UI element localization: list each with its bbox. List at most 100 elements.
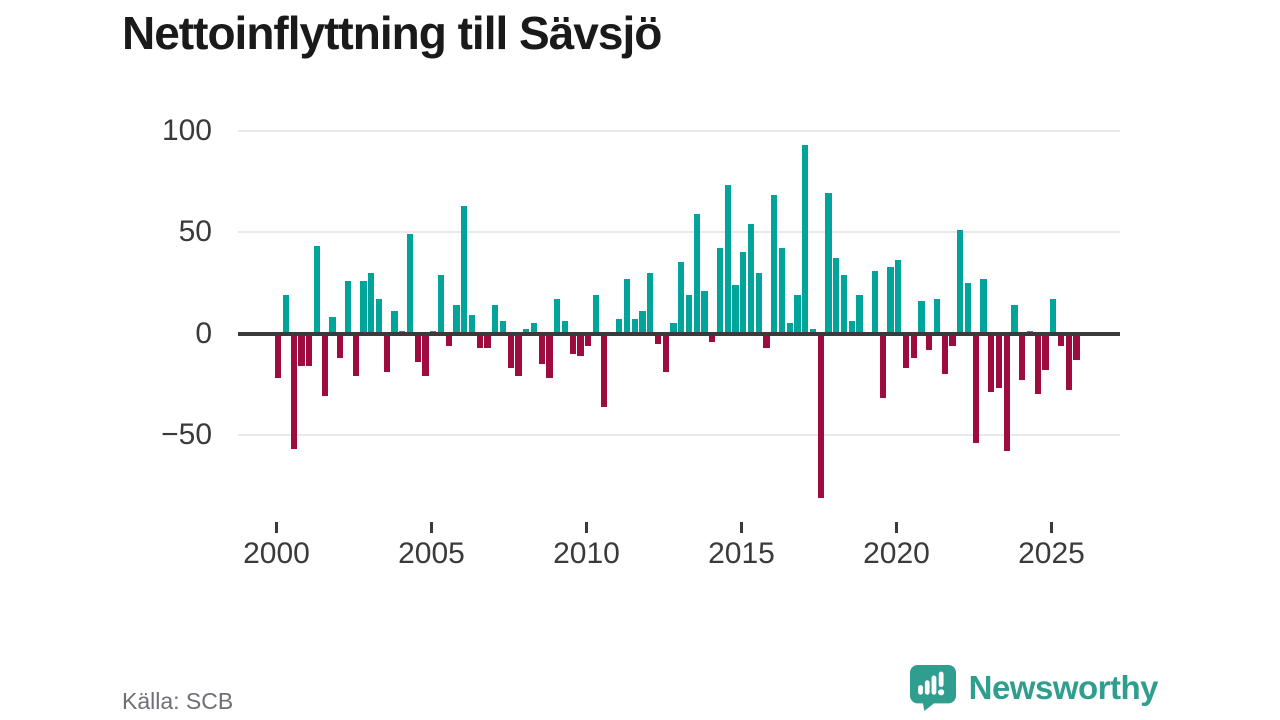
bar-2018-q2: [840, 274, 848, 334]
bar-2024-q1: [1019, 333, 1026, 381]
bar-2003-q3: [383, 333, 390, 373]
bar-2000-q3: [290, 333, 297, 450]
bar-2025-q4: [1073, 333, 1080, 360]
bar-2016-q4: [794, 294, 801, 334]
gridline-50: [238, 231, 1120, 233]
bar-2012-q1: [647, 272, 654, 334]
bar-2014-q4: [732, 284, 739, 334]
bar-2016-q1: [771, 195, 778, 334]
bar-2023-q1: [988, 333, 995, 393]
x-axis-tick-2020: [895, 522, 898, 533]
bar-2001-q2: [313, 246, 321, 334]
bar-2004-q4: [422, 333, 429, 377]
bar-2002-q1: [337, 333, 344, 358]
bar-2025-q3: [1065, 333, 1072, 391]
bar-2006-q1: [461, 205, 468, 334]
y-axis-label-50: 50: [178, 215, 212, 248]
bar-2017-q2: [809, 329, 817, 334]
bar-2022-q3: [972, 333, 979, 444]
x-axis-label-2000: 2000: [243, 537, 310, 570]
bar-2004-q3: [414, 333, 421, 362]
gridline--50: [238, 434, 1120, 436]
y-axis-label--50: −50: [161, 418, 212, 451]
newsworthy-speech-bubble-bar-chart-icon: [909, 664, 957, 711]
gridline-100: [238, 129, 1120, 132]
x-axis-label-2025: 2025: [1018, 537, 1085, 570]
bar-2014-q2: [716, 248, 724, 334]
bar-2005-q4: [453, 305, 460, 334]
bar-2022-q4: [980, 278, 987, 334]
x-axis-tick-2000: [275, 522, 278, 533]
bar-2003-q2: [375, 298, 383, 334]
bar-2013-q2: [685, 294, 693, 334]
bar-2023-q4: [1011, 305, 1018, 334]
bar-2020-q2: [902, 333, 910, 368]
bar-2013-q1: [678, 262, 685, 334]
bar-2025-q1: [1050, 298, 1057, 334]
bar-2023-q2: [995, 333, 1003, 389]
bar-2017-q1: [802, 144, 809, 334]
bar-2012-q4: [670, 323, 677, 334]
bar-2023-q3: [1003, 333, 1010, 452]
bar-2016-q2: [778, 248, 786, 334]
bar-2012-q3: [662, 333, 669, 373]
bar-2015-q2: [747, 223, 755, 334]
bar-2025-q2: [1057, 333, 1065, 346]
x-axis-label-2015: 2015: [708, 537, 775, 570]
bar-2024-q3: [1034, 333, 1041, 395]
bar-2002-q3: [352, 333, 359, 377]
bar-2019-q4: [887, 266, 894, 334]
bar-2022-q2: [964, 282, 972, 334]
bar-2011-q1: [616, 319, 623, 334]
bar-2021-q4: [949, 333, 956, 346]
x-axis-label-2020: 2020: [863, 537, 930, 570]
bar-2020-q4: [918, 301, 925, 334]
bar-2012-q2: [654, 333, 662, 344]
bar-2006-q4: [484, 333, 491, 348]
source-note: Källa: SCB: [122, 688, 234, 714]
bar-2013-q4: [701, 290, 708, 334]
bar-2006-q3: [476, 333, 483, 348]
y-axis-label-0: 0: [195, 316, 212, 350]
bar-2008-q3: [538, 333, 545, 364]
newsworthy-logo-text: Newsworthy: [968, 668, 1159, 706]
bar-2002-q2: [344, 280, 352, 334]
bar-2000-q2: [282, 294, 290, 334]
bar-2024-q4: [1042, 333, 1049, 371]
bar-2011-q2: [623, 278, 631, 334]
x-axis-tick-2025: [1050, 522, 1053, 533]
x-axis-label-2005: 2005: [398, 537, 465, 570]
bar-2005-q3: [445, 333, 452, 346]
chart-title: Nettoinflyttning till Sävsjö: [122, 7, 662, 59]
bar-2016-q3: [786, 323, 793, 334]
bar-2009-q4: [577, 333, 584, 356]
bar-2013-q3: [693, 213, 700, 334]
x-axis-tick-2015: [740, 522, 743, 533]
y-axis-label-100: 100: [161, 113, 212, 147]
bar-2003-q1: [368, 272, 375, 334]
bar-2010-q1: [585, 333, 592, 346]
bar-2017-q4: [825, 193, 832, 334]
bar-2004-q2: [406, 234, 414, 334]
bar-2019-q3: [879, 333, 886, 399]
bar-2010-q2: [592, 294, 600, 334]
bar-2003-q4: [391, 311, 398, 334]
bar-2001-q1: [306, 333, 313, 366]
bar-2000-q4: [298, 333, 305, 366]
bar-2011-q3: [631, 319, 638, 334]
bar-2018-q1: [833, 258, 840, 334]
bar-2019-q2: [871, 270, 879, 334]
bar-2008-q4: [546, 333, 553, 379]
bar-2001-q3: [321, 333, 328, 397]
bar-2021-q3: [941, 333, 948, 375]
bar-2001-q4: [329, 317, 336, 334]
bar-2005-q2: [437, 274, 445, 334]
bar-2020-q3: [910, 333, 917, 358]
bar-2020-q1: [895, 260, 902, 334]
newsworthy-branding: Newsworthy: [909, 664, 1159, 711]
bar-2009-q1: [554, 298, 561, 334]
bar-2008-q2: [530, 323, 538, 334]
x-axis-tick-2005: [430, 522, 433, 533]
bar-2007-q4: [515, 333, 522, 377]
